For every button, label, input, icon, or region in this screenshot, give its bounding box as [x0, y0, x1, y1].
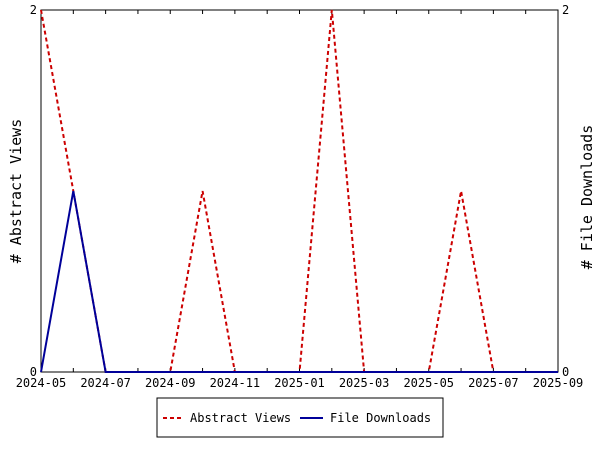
series-line-file-downloads	[40, 190, 558, 373]
x-tick-label-2025-05: 2025-05	[403, 376, 454, 390]
y-tick-label-right-0: 0	[562, 365, 569, 379]
y-axis-ticks: 0 0 2 2	[30, 3, 569, 379]
x-tick-label-2025-03: 2025-03	[339, 376, 390, 390]
y-tick-label-left-0: 0	[30, 365, 37, 379]
x-tick-label-2025-01: 2025-01	[274, 376, 325, 390]
x-tick-label-2024-09: 2024-09	[145, 376, 196, 390]
x-axis-tick-labels: 2024-05 2024-07 2024-09 2024-11 2025-01 2025-…	[16, 376, 584, 390]
x-tick-label-2024-05: 2024-05	[16, 376, 67, 390]
y-axis-title-right: # File Downloads	[578, 125, 596, 270]
x-tick-label-2024-07: 2024-07	[80, 376, 131, 390]
series-layer	[40, 9, 558, 373]
plot-area	[40, 9, 559, 373]
y-tick-label-left-2: 2	[30, 3, 37, 17]
x-tick-label-2025-07: 2025-07	[468, 376, 519, 390]
y-axis-title-left: # Abstract Views	[7, 119, 25, 264]
legend-label-file-downloads: File Downloads	[330, 411, 431, 425]
x-tick-label-2024-11: 2024-11	[210, 376, 261, 390]
y-tick-label-right-2: 2	[562, 3, 569, 17]
x-tick-label-2025-09: 2025-09	[533, 376, 584, 390]
legend-label-abstract-views: Abstract Views	[190, 411, 291, 425]
legend: Abstract Views File Downloads	[156, 397, 444, 438]
